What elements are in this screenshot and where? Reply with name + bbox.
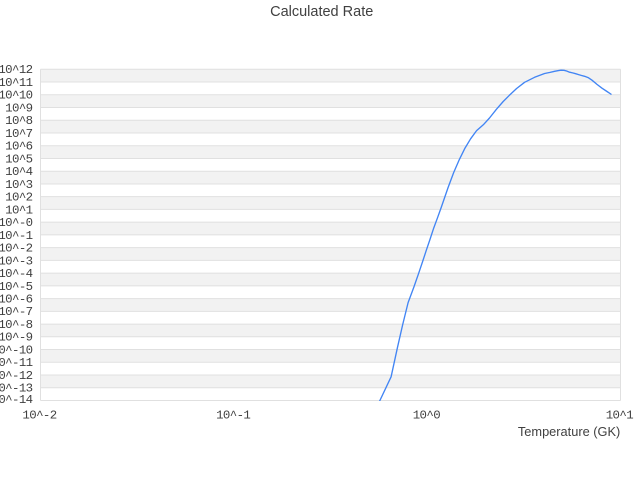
svg-text:10^6: 10^6 xyxy=(5,140,33,154)
svg-text:10^-7: 10^-7 xyxy=(0,305,33,319)
svg-text:10^-4: 10^-4 xyxy=(0,267,33,281)
svg-text:Temperature (GK): Temperature (GK) xyxy=(518,424,620,439)
svg-text:Calculated Rate: Calculated Rate xyxy=(270,4,373,20)
svg-text:10^9: 10^9 xyxy=(5,101,33,115)
svg-text:10^1: 10^1 xyxy=(5,203,33,217)
svg-text:10^0: 10^0 xyxy=(413,409,441,423)
svg-text:10^7: 10^7 xyxy=(5,127,33,141)
svg-text:10^12: 10^12 xyxy=(0,63,33,77)
svg-text:10^-12: 10^-12 xyxy=(0,369,33,383)
svg-text:10^-3: 10^-3 xyxy=(0,254,33,268)
svg-text:10^-1: 10^-1 xyxy=(216,409,250,423)
svg-text:10^-10: 10^-10 xyxy=(0,343,33,357)
svg-text:10^-11: 10^-11 xyxy=(0,356,33,370)
svg-text:10^-9: 10^-9 xyxy=(0,331,33,345)
svg-text:10^5: 10^5 xyxy=(5,152,33,166)
svg-text:10^-5: 10^-5 xyxy=(0,280,33,294)
svg-text:10^-2: 10^-2 xyxy=(0,242,33,256)
svg-text:10^4: 10^4 xyxy=(5,165,33,179)
svg-text:10^-13: 10^-13 xyxy=(0,382,33,396)
svg-text:10^-8: 10^-8 xyxy=(0,318,33,332)
svg-text:10^-0: 10^-0 xyxy=(0,216,33,230)
svg-text:10^-14: 10^-14 xyxy=(0,393,33,407)
svg-text:10^-6: 10^-6 xyxy=(0,292,33,306)
svg-text:10^-1: 10^-1 xyxy=(0,229,33,243)
svg-text:10^1: 10^1 xyxy=(606,409,634,423)
svg-text:10^-2: 10^-2 xyxy=(22,409,56,423)
svg-text:10^10: 10^10 xyxy=(0,89,33,103)
svg-text:10^8: 10^8 xyxy=(5,114,33,128)
svg-text:10^11: 10^11 xyxy=(0,76,33,90)
svg-text:10^3: 10^3 xyxy=(5,178,33,192)
svg-text:10^2: 10^2 xyxy=(5,191,33,205)
